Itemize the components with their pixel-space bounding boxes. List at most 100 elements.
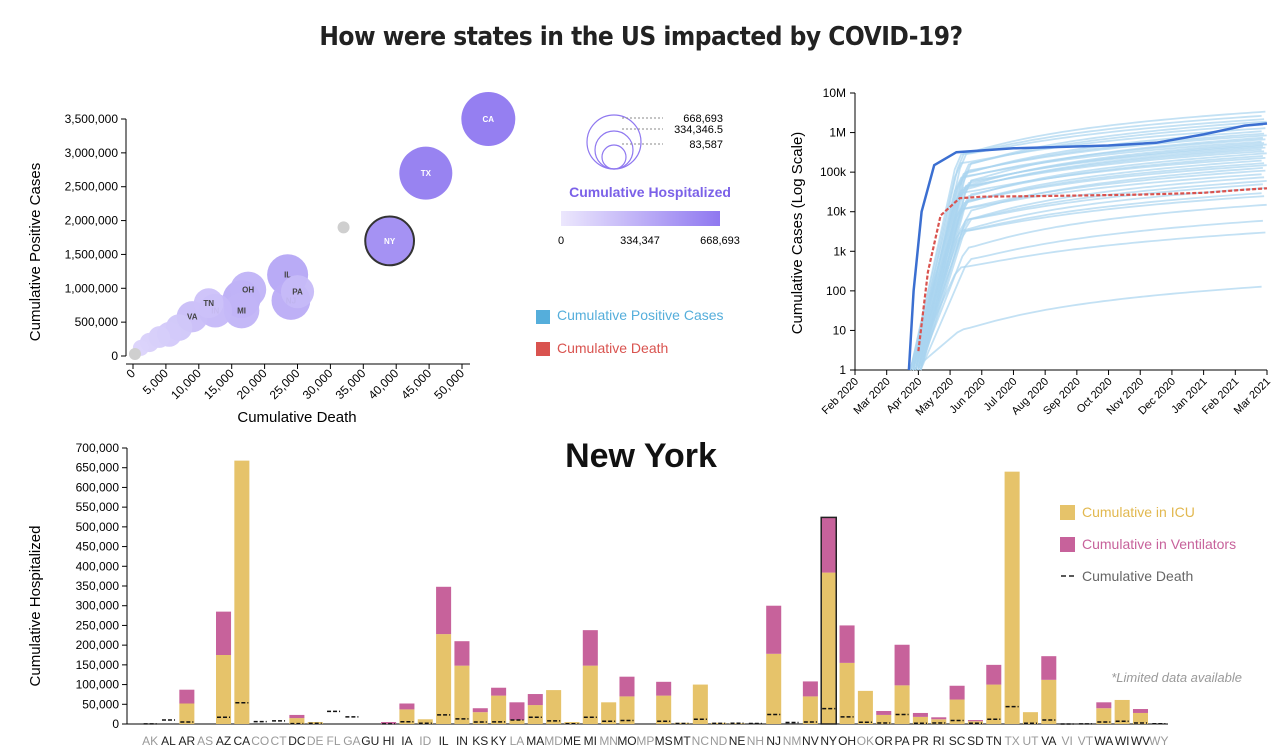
bar-x-tick-label[interactable]: PR xyxy=(912,734,929,748)
bar-x-tick-label[interactable]: CO xyxy=(251,734,269,748)
bar-icu-UT[interactable] xyxy=(1022,712,1038,724)
bar-x-tick-label[interactable]: NY xyxy=(820,734,837,748)
bar-x-tick-label[interactable]: NJ xyxy=(766,734,781,748)
bar-x-tick-label[interactable]: TX xyxy=(1004,734,1019,748)
state-line[interactable] xyxy=(909,231,1266,371)
bar-x-tick-label[interactable]: MA xyxy=(526,734,544,748)
bar-x-tick-label[interactable]: DC xyxy=(288,734,306,748)
bar-icu-SC[interactable] xyxy=(949,699,965,724)
bar-x-tick-label[interactable]: UT xyxy=(1022,734,1039,748)
bar-icu-IN[interactable] xyxy=(454,665,470,724)
bar-icu-NJ[interactable] xyxy=(766,653,782,724)
scatter-point-TX[interactable] xyxy=(399,146,453,200)
bar-vent-SD[interactable] xyxy=(967,720,983,722)
scatter-point-TN[interactable] xyxy=(193,288,224,319)
bar-x-tick-label[interactable]: KY xyxy=(491,734,507,748)
scatter-point-MI[interactable] xyxy=(223,292,260,329)
bar-vent-WV[interactable] xyxy=(1132,709,1149,713)
bar-x-tick-label[interactable]: IA xyxy=(401,734,412,748)
bar-icu-PR[interactable] xyxy=(912,716,928,724)
bar-x-tick-label[interactable]: NC xyxy=(692,734,710,748)
bar-icu-IL[interactable] xyxy=(436,634,452,724)
bar-x-tick-label[interactable]: VT xyxy=(1078,734,1094,748)
bar-vent-OR[interactable] xyxy=(876,710,892,715)
state-line[interactable] xyxy=(919,219,1263,371)
bar-icu-CA[interactable] xyxy=(234,460,250,724)
bar-x-tick-label[interactable]: NH xyxy=(747,734,764,748)
bar-x-tick-label[interactable]: OK xyxy=(857,734,874,748)
bar-x-tick-label[interactable]: TN xyxy=(986,734,1002,748)
bar-icu-AZ[interactable] xyxy=(216,655,232,724)
state-line[interactable] xyxy=(912,148,1262,371)
bar-x-tick-label[interactable]: MP xyxy=(636,734,654,748)
bar-x-tick-label[interactable]: WY xyxy=(1149,734,1168,748)
bar-x-tick-label[interactable]: MO xyxy=(617,734,636,748)
bar-icu-VA[interactable] xyxy=(1041,679,1057,724)
bar-icu-MN[interactable] xyxy=(601,702,617,724)
ny-death-line[interactable] xyxy=(917,187,1268,352)
bar-x-tick-label[interactable]: GA xyxy=(343,734,360,748)
scatter-point-nodata[interactable] xyxy=(337,221,350,234)
bar-x-tick-label[interactable]: ND xyxy=(710,734,728,748)
bar-icu-MO[interactable] xyxy=(619,696,635,724)
bar-icu-NC[interactable] xyxy=(692,684,708,724)
bar-x-tick-label[interactable]: NE xyxy=(729,734,746,748)
bar-x-tick-label[interactable]: MD xyxy=(544,734,563,748)
bar-icu-OH[interactable] xyxy=(839,662,855,724)
bar-icu-MD[interactable] xyxy=(546,690,562,724)
bar-icu-MS[interactable] xyxy=(656,695,672,724)
bar-vent-NJ[interactable] xyxy=(766,605,782,654)
scatter-point-PA[interactable] xyxy=(280,275,315,309)
bar-icu-MI[interactable] xyxy=(582,665,598,724)
scatter-point-nodata[interactable] xyxy=(128,347,141,360)
bar-x-tick-label[interactable]: IN xyxy=(456,734,468,748)
bar-vent-WA[interactable] xyxy=(1096,702,1112,709)
bar-icu-OR[interactable] xyxy=(876,714,892,724)
bar-x-tick-label[interactable]: FL xyxy=(327,734,341,748)
bar-x-tick-label[interactable]: IL xyxy=(439,734,449,748)
bar-x-tick-label[interactable]: DE xyxy=(307,734,324,748)
bar-vent-OH[interactable] xyxy=(839,625,855,663)
bar-icu-AR[interactable] xyxy=(179,703,195,724)
bar-x-tick-label[interactable]: RI xyxy=(933,734,945,748)
scatter-point-CA[interactable] xyxy=(461,92,516,146)
bar-vent-IA[interactable] xyxy=(399,703,415,710)
bar-icu-WV[interactable] xyxy=(1132,712,1149,724)
bar-vent-HI[interactable] xyxy=(381,722,397,724)
bar-x-tick-label[interactable]: VI xyxy=(1061,734,1072,748)
state-line[interactable] xyxy=(914,150,1265,371)
bar-icu-PA[interactable] xyxy=(894,685,910,724)
bar-icu-NY[interactable] xyxy=(821,572,837,724)
bar-vent-PR[interactable] xyxy=(912,712,928,717)
bar-x-tick-label[interactable]: AK xyxy=(142,734,158,748)
bar-icu-KS[interactable] xyxy=(472,712,488,724)
bar-icu-MA[interactable] xyxy=(527,705,543,724)
state-line[interactable] xyxy=(919,183,1263,371)
state-line[interactable] xyxy=(919,145,1263,371)
bar-x-tick-label[interactable]: AZ xyxy=(216,734,231,748)
bar-icu-IA[interactable] xyxy=(399,709,415,724)
bar-vent-AR[interactable] xyxy=(179,689,195,704)
bar-x-tick-label[interactable]: WI xyxy=(1115,734,1130,748)
bar-vent-MS[interactable] xyxy=(656,681,672,696)
state-line[interactable] xyxy=(917,203,1267,371)
bar-vent-SC[interactable] xyxy=(949,685,965,700)
bar-x-tick-label[interactable]: MT xyxy=(673,734,691,748)
bar-icu-LA[interactable] xyxy=(509,720,525,724)
state-line[interactable] xyxy=(919,167,1263,371)
bar-vent-MO[interactable] xyxy=(619,676,635,697)
bar-x-tick-label[interactable]: SD xyxy=(967,734,984,748)
bar-vent-MI[interactable] xyxy=(582,630,598,666)
bar-icu-ID[interactable] xyxy=(417,719,433,724)
bar-vent-RI[interactable] xyxy=(931,717,947,720)
state-line[interactable] xyxy=(909,187,1266,371)
bar-x-tick-label[interactable]: NV xyxy=(802,734,819,748)
state-line[interactable] xyxy=(912,130,1262,371)
state-line[interactable] xyxy=(917,164,1267,371)
bar-icu-TN[interactable] xyxy=(986,684,1002,724)
bar-vent-IL[interactable] xyxy=(436,586,452,635)
bar-vent-TN[interactable] xyxy=(986,664,1002,685)
bar-vent-VA[interactable] xyxy=(1041,656,1057,680)
bar-x-tick-label[interactable]: WA xyxy=(1094,734,1113,748)
